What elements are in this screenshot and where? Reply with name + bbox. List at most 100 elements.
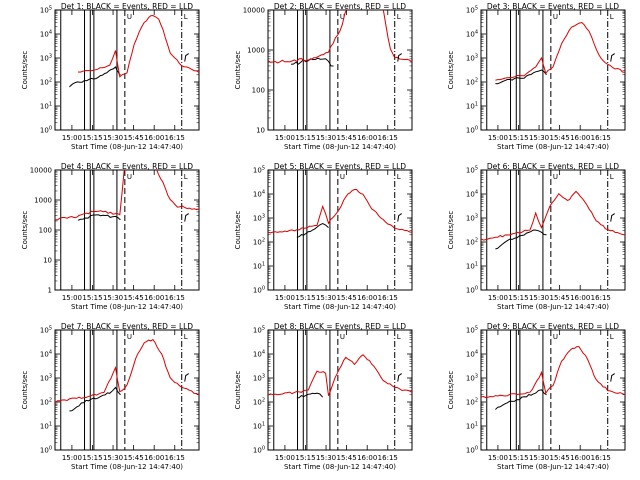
x-tick-label: 15:00 xyxy=(488,454,508,462)
x-axis-label: Start Time (08-Jun-12 14:47:40) xyxy=(497,143,609,151)
events-fragment xyxy=(397,53,402,62)
y-tick-label: 103 xyxy=(466,374,478,383)
corner-glyph: L xyxy=(184,333,188,341)
corner-glyph: U xyxy=(553,173,558,181)
y-tick-label: 105 xyxy=(466,6,478,15)
x-tick-label: 16:15 xyxy=(165,294,185,302)
corner-glyph: L xyxy=(610,173,614,181)
x-tick-label: 15:45 xyxy=(337,294,357,302)
series-lld-line xyxy=(495,21,625,81)
panel-det-2: Det 2: BLACK = Events, RED = LLD 10 100 100… xyxy=(234,2,413,151)
series-lld-line xyxy=(77,14,199,78)
y-tick-label: 100 xyxy=(466,446,478,455)
y-tick-label: 1000 xyxy=(247,47,265,55)
events-fragment xyxy=(397,213,402,222)
y-axis-label: Counts/sec xyxy=(21,371,29,410)
x-axis-label: Start Time (08-Jun-12 14:47:40) xyxy=(284,303,396,311)
y-tick-label: 104 xyxy=(253,190,265,199)
series-events-line xyxy=(495,389,547,410)
x-tick-label: 15:00 xyxy=(275,134,295,142)
y-tick-label: 101 xyxy=(253,262,265,271)
plot-frame xyxy=(480,169,626,291)
corner-glyph: U xyxy=(127,333,132,341)
y-tick-label: 101 xyxy=(40,102,52,111)
x-axis-label: Start Time (08-Jun-12 14:47:40) xyxy=(71,303,183,311)
y-tick-label: 105 xyxy=(253,166,265,175)
x-tick-label: 15:30 xyxy=(316,294,336,302)
x-tick-label: 15:30 xyxy=(529,134,549,142)
x-tick-label: 15:15 xyxy=(295,454,315,462)
x-tick-label: 15:30 xyxy=(529,294,549,302)
panel-title: Det 7: BLACK = Events, RED = LLD xyxy=(61,322,193,331)
x-tick-label: 15:45 xyxy=(550,454,570,462)
corner-glyph: U xyxy=(553,333,558,341)
x-tick-label: 15:00 xyxy=(488,294,508,302)
x-tick-label: 16:00 xyxy=(570,454,590,462)
x-tick-label: 15:30 xyxy=(316,454,336,462)
y-tick-label: 100 xyxy=(252,87,265,95)
plot-frame xyxy=(267,329,413,451)
x-tick-label: 15:15 xyxy=(295,294,315,302)
y-tick-label: 105 xyxy=(40,326,52,335)
y-tick-label: 104 xyxy=(466,30,478,39)
panel-title: Det 8: BLACK = Events, RED = LLD xyxy=(274,322,406,331)
y-tick-label: 104 xyxy=(40,350,52,359)
x-axis-label: Start Time (08-Jun-12 14:47:40) xyxy=(497,303,609,311)
series-lld-line xyxy=(268,354,412,396)
plot-frame xyxy=(480,329,626,451)
panel-det-5: Det 5: BLACK = Events, RED = LLD 100 101 10… xyxy=(234,162,413,311)
panel-det-9: Det 9: BLACK = Events, RED = LLD 100 101 10… xyxy=(447,322,626,471)
series-lld-line xyxy=(55,338,199,404)
y-axis-label: Counts/sec xyxy=(21,211,29,250)
x-tick-label: 16:15 xyxy=(591,134,611,142)
panel-det-3: Det 3: BLACK = Events, RED = LLD 100 101 10… xyxy=(447,2,626,151)
x-tick-label: 15:15 xyxy=(82,454,102,462)
x-tick-label: 16:15 xyxy=(165,454,185,462)
corner-glyph: U xyxy=(127,173,132,181)
y-tick-label: 101 xyxy=(40,422,52,431)
corner-glyph: U xyxy=(553,13,558,21)
x-axis-label: Start Time (08-Jun-12 14:47:40) xyxy=(71,463,183,471)
y-tick-label: 1 xyxy=(48,287,52,295)
y-tick-label: 102 xyxy=(40,398,52,407)
y-tick-label: 101 xyxy=(466,102,478,111)
series-events-line xyxy=(296,392,324,399)
x-tick-label: 15:15 xyxy=(508,294,528,302)
y-tick-label: 100 xyxy=(40,446,52,455)
x-axis-label: Start Time (08-Jun-12 14:47:40) xyxy=(284,143,396,151)
y-tick-label: 102 xyxy=(466,78,478,87)
panel-title: Det 1: BLACK = Events, RED = LLD xyxy=(61,2,193,11)
x-tick-label: 15:30 xyxy=(103,454,123,462)
x-tick-label: 15:15 xyxy=(508,134,528,142)
y-tick-label: 10000 xyxy=(243,7,265,15)
y-tick-label: 101 xyxy=(466,422,478,431)
y-tick-label: 102 xyxy=(466,238,478,247)
x-tick-label: 16:00 xyxy=(357,454,377,462)
y-tick-label: 103 xyxy=(466,214,478,223)
x-tick-label: 15:30 xyxy=(103,294,123,302)
x-tick-label: 15:00 xyxy=(62,134,82,142)
series-events-line xyxy=(69,386,121,412)
x-tick-label: 15:30 xyxy=(529,454,549,462)
events-fragment xyxy=(610,373,615,382)
panel-det-7: Det 7: BLACK = Events, RED = LLD 100 101 10… xyxy=(21,322,200,471)
x-tick-label: 15:45 xyxy=(550,134,570,142)
corner-glyph: L xyxy=(397,13,401,21)
x-tick-label: 16:00 xyxy=(570,294,590,302)
x-tick-label: 15:45 xyxy=(124,294,144,302)
panel-det-4: Det 4: BLACK = Events, RED = LLD 1 10 100 10… xyxy=(21,162,200,311)
panel-det-8: Det 8: BLACK = Events, RED = LLD 100 101 10… xyxy=(234,322,413,471)
x-tick-label: 15:00 xyxy=(62,294,82,302)
y-axis-label: Counts/sec xyxy=(447,51,455,90)
corner-glyph: L xyxy=(397,173,401,181)
series-events-line xyxy=(77,214,121,221)
plot-frame xyxy=(54,329,200,451)
series-lld-line xyxy=(481,346,625,399)
y-tick-label: 100 xyxy=(466,126,478,135)
corner-glyph: L xyxy=(184,173,188,181)
x-tick-label: 16:15 xyxy=(591,294,611,302)
y-tick-label: 102 xyxy=(466,398,478,407)
corner-glyph: L xyxy=(610,333,614,341)
y-tick-label: 105 xyxy=(466,326,478,335)
